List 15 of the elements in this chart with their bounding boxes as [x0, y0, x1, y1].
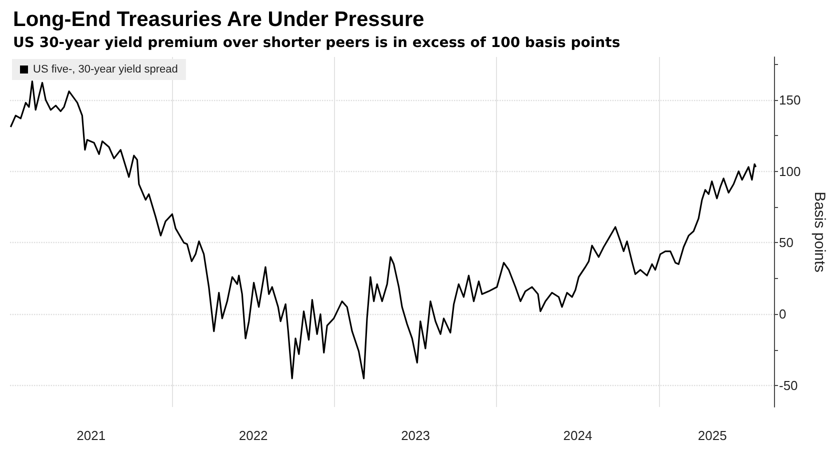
legend-label: US five-, 30-year yield spread	[33, 64, 178, 76]
x-tick-label: 2025	[698, 428, 727, 443]
chart-subtitle: US 30-year yield premium over shorter peers is in excess of 100 basis points	[13, 35, 620, 51]
x-tick-label: 2023	[401, 428, 430, 443]
y-tick-label: 0	[779, 306, 786, 322]
y-tick-label: 150	[779, 92, 801, 108]
y-tick-label: -50	[779, 378, 798, 394]
chart-title: Long-End Treasuries Are Under Pressure	[13, 8, 424, 31]
line-series	[10, 80, 757, 380]
y-axis-title: Basis points	[811, 192, 828, 272]
y-tick-label: 50	[779, 235, 794, 250]
x-tick-label: 2021	[76, 428, 106, 443]
y-tick-label: 100	[779, 164, 801, 179]
x-tick-label: 2024	[563, 428, 592, 443]
x-tick-label: 2022	[238, 428, 268, 443]
